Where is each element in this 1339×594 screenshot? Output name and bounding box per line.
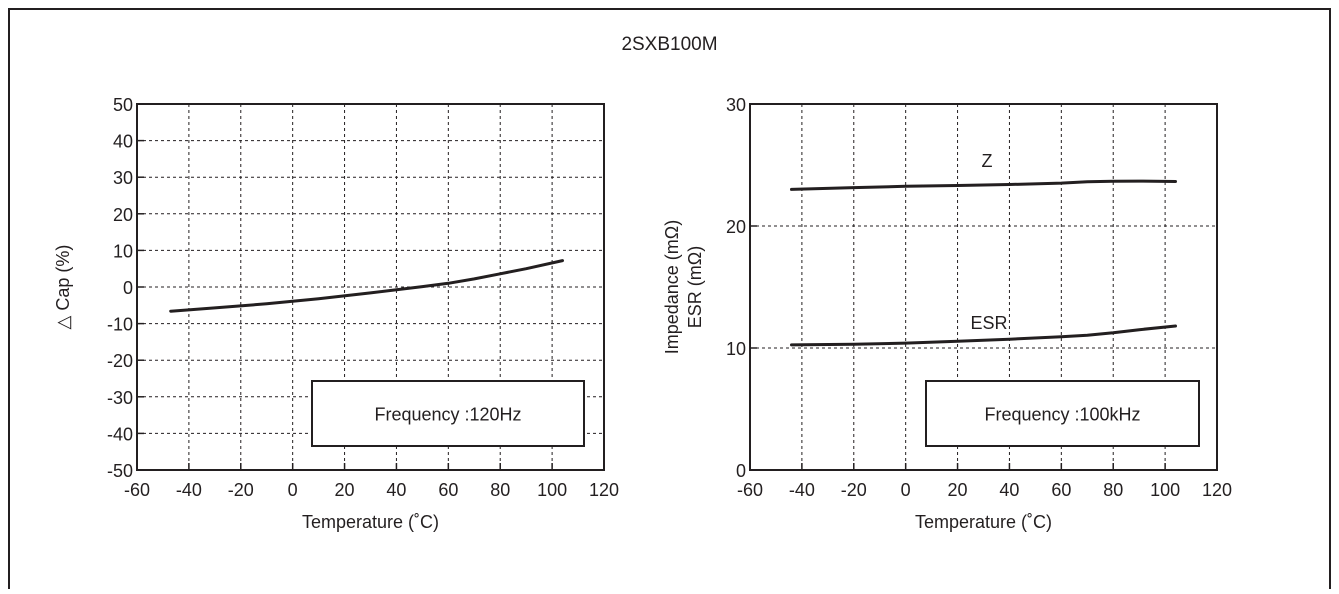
imp-tick-label-x: -60 xyxy=(737,480,763,500)
cap-tick-label-x: 120 xyxy=(589,480,619,500)
imp-series-z-label: Z xyxy=(982,151,993,171)
cap-tick-label-x: 0 xyxy=(288,480,298,500)
cap-tick-label-y: 0 xyxy=(123,278,133,298)
imp-tick-label-x: -40 xyxy=(789,480,815,500)
imp-tick-label-x: 60 xyxy=(1051,480,1071,500)
cap-tick-label-x: 40 xyxy=(386,480,406,500)
imp-y-axis-label: Impedance (mΩ) xyxy=(662,220,682,355)
cap-tick-label-y: -50 xyxy=(107,461,133,481)
cap-tick-label-x: 60 xyxy=(438,480,458,500)
imp-plot-area xyxy=(749,103,1218,471)
cap-tick-label-y: 10 xyxy=(113,241,133,261)
cap-tick-label-y: 20 xyxy=(113,205,133,225)
cap-tick-label-x: 100 xyxy=(537,480,567,500)
imp-tick-label-y: 20 xyxy=(726,217,746,237)
cap-annotation-box xyxy=(311,380,585,447)
cap-tick-label-x: -20 xyxy=(228,480,254,500)
imp-tick-label-x: 0 xyxy=(901,480,911,500)
cap-tick-label-y: -10 xyxy=(107,315,133,335)
cap-tick-label-x: 20 xyxy=(335,480,355,500)
imp-series-esr xyxy=(790,324,1177,347)
imp-tick-label-x: 120 xyxy=(1202,480,1232,500)
cap-annotation-text: Frequency :120Hz xyxy=(374,405,521,425)
cap-tick-label-x: 80 xyxy=(490,480,510,500)
cap-tick-label-y: -30 xyxy=(107,388,133,408)
cap-tick-label-y: -20 xyxy=(107,351,133,371)
imp-tick-label-x: 40 xyxy=(999,480,1019,500)
imp-tick-label-x: -20 xyxy=(841,480,867,500)
cap-tick-label-y: -40 xyxy=(107,424,133,444)
cap-tick-label-x: -60 xyxy=(124,480,150,500)
imp-series-z xyxy=(790,179,1177,191)
imp-x-axis-label: Temperature (˚C) xyxy=(915,512,1052,532)
imp-tick-label-x: 20 xyxy=(948,480,968,500)
cap-tick-label-y: 30 xyxy=(113,168,133,188)
cap-series-line xyxy=(169,259,564,313)
imp-tick-label-x: 80 xyxy=(1103,480,1123,500)
cap-tick-label-y: 50 xyxy=(113,95,133,115)
imp-annotation-text: Frequency :100kHz xyxy=(984,405,1140,425)
imp-tick-label-y: 0 xyxy=(736,461,746,481)
imp-tick-label-y: 10 xyxy=(726,339,746,359)
page-title: 2SXB100M xyxy=(621,34,718,55)
cap-tick-label-y: 40 xyxy=(113,132,133,152)
imp-tick-label-y: 30 xyxy=(726,95,746,115)
imp-y-axis-label-2: ESR (mΩ) xyxy=(685,246,705,328)
cap-tick-label-x: -40 xyxy=(176,480,202,500)
imp-tick-label-x: 100 xyxy=(1150,480,1180,500)
imp-series-esr-label: ESR xyxy=(970,313,1007,333)
cap-x-axis-label: Temperature (˚C) xyxy=(302,512,439,532)
imp-annotation-box xyxy=(925,380,1200,447)
cap-y-axis-label: △ Cap (%) xyxy=(53,245,73,330)
